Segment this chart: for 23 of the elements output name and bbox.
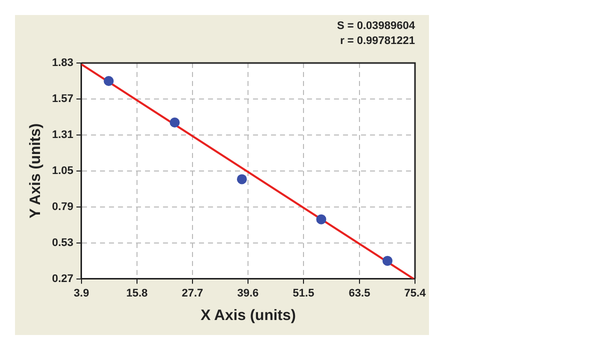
x-tick-label: 63.5 (348, 287, 370, 300)
point (104, 76, 114, 86)
y-tick-label: 0.53 (52, 236, 74, 249)
point (170, 117, 180, 128)
y-axis-title: Y Axis (units) (27, 123, 44, 218)
point (316, 214, 326, 224)
x-tick-label: 3.9 (74, 287, 90, 300)
y-tick-label: 0.27 (52, 272, 74, 285)
y-tick-label: 0.79 (52, 200, 74, 213)
text: S = 0.03989604 (337, 20, 416, 32)
point (382, 256, 392, 266)
x-tick-label: 27.7 (182, 287, 204, 300)
x-tick-label: 51.5 (292, 287, 314, 300)
y-tick-label: 1.83 (52, 57, 74, 70)
x-tick-label: 39.6 (237, 287, 259, 300)
text: r = 0.99781221 (340, 35, 415, 47)
x-tick-label: 75.4 (404, 287, 427, 300)
x-axis-title: X Axis (units) (200, 307, 296, 324)
y-tick-label: 1.05 (52, 164, 74, 177)
x-tick-label: 15.8 (126, 287, 148, 300)
y-tick-label: 1.57 (52, 93, 74, 105)
point (236, 174, 247, 184)
y-tick-label: 1.31 (52, 128, 74, 141)
